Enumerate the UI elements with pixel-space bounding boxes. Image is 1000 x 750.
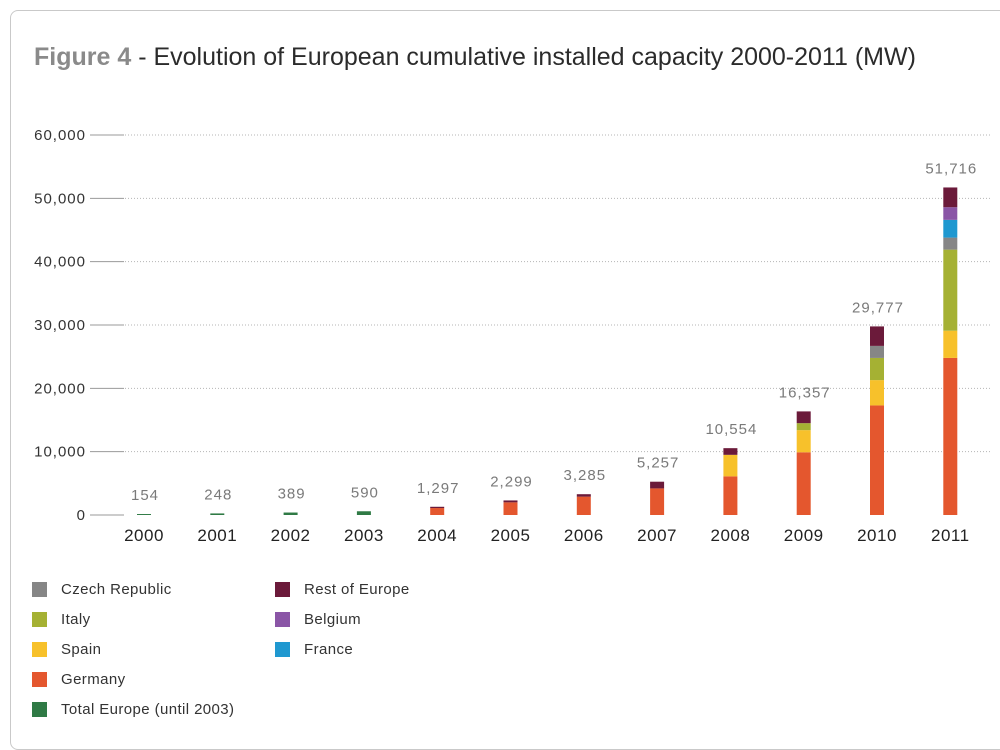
bar-segment — [576, 496, 591, 515]
x-tick-label: 2005 — [491, 526, 531, 545]
chart-legend: Czech Republic Italy Spain Germany Total Eur… — [32, 578, 552, 728]
legend-label: Spain — [61, 640, 102, 658]
y-tick-label: 30,000 — [34, 317, 86, 334]
y-tick-label: 60,000 — [34, 127, 86, 144]
bar-segment — [943, 187, 958, 208]
bar-segment — [796, 423, 811, 431]
bar-segment — [503, 500, 518, 503]
bar-segment — [723, 448, 738, 455]
bar-segment — [430, 506, 445, 509]
legend-item: Germany — [32, 668, 126, 690]
x-tick-label: 2007 — [637, 526, 677, 545]
legend-label: Czech Republic — [61, 580, 172, 598]
x-tick-label: 2000 — [124, 526, 164, 545]
bar-segment — [796, 430, 811, 453]
bar-segment — [870, 326, 884, 346]
bar-total-label: 5,257 — [637, 455, 680, 472]
legend-item: Total Europe (until 2003) — [32, 698, 234, 720]
stacked-bar-chart: 0 10,000 20,000 30,000 40,000 50,000 60,000 154… — [34, 127, 990, 545]
bar-total-label: 3,285 — [564, 467, 607, 484]
bar-segment — [210, 513, 225, 515]
x-tick-label: 2001 — [197, 526, 237, 545]
y-tick-label: 40,000 — [34, 254, 86, 271]
bar-segment — [723, 454, 738, 477]
bar-segment — [943, 219, 958, 238]
x-tick-label: 2002 — [271, 526, 311, 545]
bar-total-label: 1,297 — [417, 480, 460, 497]
legend-label: Italy — [61, 610, 91, 628]
legend-swatch — [32, 611, 47, 627]
chart-title: Figure 4 - Evolution of European cumulat… — [34, 43, 916, 72]
legend-swatch — [32, 671, 47, 687]
bar-total-label: 29,777 — [852, 299, 904, 316]
bar-total-label: 154 — [131, 487, 159, 504]
bar-segment — [576, 494, 591, 497]
bar-segment — [943, 330, 958, 358]
bar-segment — [796, 452, 811, 515]
bar-segment — [723, 476, 738, 515]
y-tick-label: 20,000 — [34, 380, 86, 397]
bar-total-label: 10,554 — [705, 421, 757, 438]
x-tick-label: 2008 — [710, 526, 750, 545]
figure-frame — [10, 10, 1000, 750]
legend-item: Belgium — [275, 608, 361, 630]
bar-segment — [430, 508, 445, 515]
legend-label: Rest of Europe — [304, 580, 410, 598]
bar-segment — [870, 405, 884, 515]
y-tick-label: 0 — [77, 507, 86, 524]
bar-segment — [943, 237, 958, 250]
legend-item: France — [275, 638, 353, 660]
x-tick-label: 2006 — [564, 526, 604, 545]
bar-segment — [870, 345, 884, 358]
bar-total-label: 51,716 — [925, 160, 977, 177]
bar-segment — [137, 514, 151, 515]
bar-total-label: 2,299 — [490, 473, 533, 490]
bar-segment — [796, 411, 811, 424]
legend-swatch — [275, 641, 290, 657]
legend-item: Czech Republic — [32, 578, 172, 600]
bar-segment — [870, 357, 884, 381]
y-tick-label: 10,000 — [34, 444, 86, 461]
figure-caption: - Evolution of European cumulative insta… — [131, 43, 916, 71]
legend-swatch — [32, 701, 47, 717]
legend-label: France — [304, 640, 354, 658]
bar-segment — [943, 207, 958, 220]
legend-swatch — [32, 581, 47, 597]
legend-label: Germany — [61, 670, 126, 688]
legend-swatch — [275, 581, 290, 597]
bar-total-label: 248 — [204, 486, 232, 503]
figure-number: Figure 4 — [34, 43, 132, 71]
x-tick-label: 2009 — [784, 526, 824, 545]
x-tick-label: 2003 — [344, 526, 384, 545]
bar-total-label: 16,357 — [779, 384, 831, 401]
bar-total-label: 389 — [278, 486, 306, 503]
y-tick-label: 50,000 — [34, 190, 86, 207]
legend-swatch — [275, 611, 290, 627]
x-tick-label: 2010 — [857, 526, 897, 545]
legend-item: Spain — [32, 638, 101, 660]
bar-segment — [503, 502, 518, 515]
legend-swatch — [32, 641, 47, 657]
bar-segment — [356, 511, 371, 515]
bar-segment — [650, 481, 665, 489]
bar-segment — [943, 249, 958, 331]
x-tick-label: 2004 — [417, 526, 457, 545]
bar-segment — [870, 380, 884, 406]
bar-segment — [650, 488, 665, 515]
legend-label: Belgium — [304, 610, 361, 628]
bar-total-label: 590 — [351, 484, 379, 501]
legend-item: Italy — [32, 608, 91, 630]
bar-segment — [943, 357, 958, 515]
bar-segment — [283, 512, 298, 515]
legend-label: Total Europe (until 2003) — [61, 700, 235, 718]
legend-item: Rest of Europe — [275, 578, 410, 600]
x-tick-label: 2011 — [931, 526, 970, 545]
